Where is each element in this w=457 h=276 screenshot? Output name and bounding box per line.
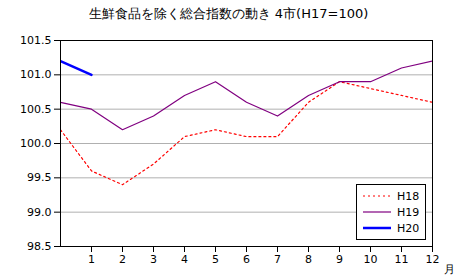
svg-text:5: 5 xyxy=(212,253,219,266)
svg-text:10: 10 xyxy=(364,253,378,266)
svg-text:8: 8 xyxy=(305,253,312,266)
svg-text:1: 1 xyxy=(88,253,95,266)
svg-text:6: 6 xyxy=(243,253,250,266)
svg-text:3: 3 xyxy=(150,253,157,266)
svg-text:2: 2 xyxy=(119,253,126,266)
svg-text:99.0: 99.0 xyxy=(27,206,52,219)
svg-text:101.0: 101.0 xyxy=(20,68,52,81)
svg-text:12: 12 xyxy=(426,253,440,266)
svg-text:100.0: 100.0 xyxy=(20,137,52,150)
svg-text:4: 4 xyxy=(181,253,188,266)
svg-text:101.5: 101.5 xyxy=(20,34,52,47)
svg-text:100.5: 100.5 xyxy=(20,103,52,116)
svg-text:月: 月 xyxy=(444,263,455,276)
html-text:生鮮食品を除く総合指数の動き 4市(H17=100): 生鮮食品を除く総合指数の動き 4市(H17=100) xyxy=(88,6,369,21)
svg-text:99.5: 99.5 xyxy=(27,171,52,184)
svg-text:9: 9 xyxy=(336,253,343,266)
svg-text:11: 11 xyxy=(395,253,409,266)
svg-text:98.5: 98.5 xyxy=(27,240,52,253)
html-text:H19: H19 xyxy=(397,205,420,219)
svg-text:7: 7 xyxy=(274,253,281,266)
html-text:H20: H20 xyxy=(397,221,420,235)
html-text:H18: H18 xyxy=(397,189,420,203)
